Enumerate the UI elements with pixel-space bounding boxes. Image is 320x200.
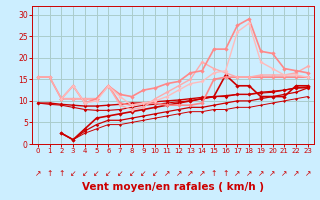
- Text: ↙: ↙: [70, 169, 76, 178]
- Text: ↑: ↑: [58, 169, 65, 178]
- Text: ↑: ↑: [46, 169, 53, 178]
- Text: ↙: ↙: [140, 169, 147, 178]
- Text: ↗: ↗: [258, 169, 264, 178]
- Text: ↗: ↗: [35, 169, 41, 178]
- Text: ↗: ↗: [175, 169, 182, 178]
- Text: ↗: ↗: [246, 169, 252, 178]
- Text: ↙: ↙: [82, 169, 88, 178]
- Text: ↙: ↙: [93, 169, 100, 178]
- Text: ↙: ↙: [129, 169, 135, 178]
- Text: ↗: ↗: [234, 169, 241, 178]
- Text: ↙: ↙: [117, 169, 123, 178]
- Text: ↗: ↗: [199, 169, 205, 178]
- Text: ↗: ↗: [164, 169, 170, 178]
- Text: ↙: ↙: [105, 169, 111, 178]
- X-axis label: Vent moyen/en rafales ( km/h ): Vent moyen/en rafales ( km/h ): [82, 182, 264, 192]
- Text: ↑: ↑: [211, 169, 217, 178]
- Text: ↙: ↙: [152, 169, 158, 178]
- Text: ↗: ↗: [187, 169, 194, 178]
- Text: ↗: ↗: [281, 169, 287, 178]
- Text: ↑: ↑: [222, 169, 229, 178]
- Text: ↗: ↗: [269, 169, 276, 178]
- Text: ↗: ↗: [305, 169, 311, 178]
- Text: ↗: ↗: [293, 169, 299, 178]
